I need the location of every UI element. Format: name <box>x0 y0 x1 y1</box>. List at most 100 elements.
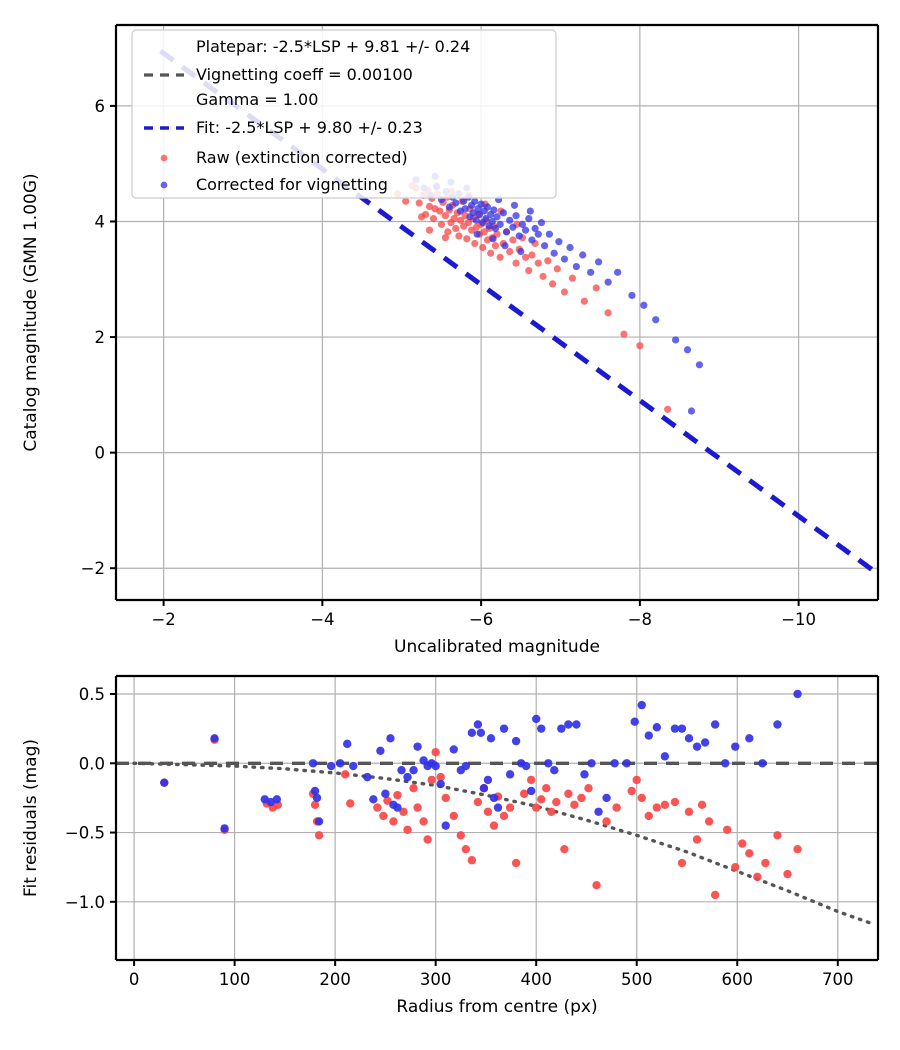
data-point <box>509 223 517 231</box>
data-point <box>511 858 521 868</box>
data-point <box>510 201 519 209</box>
data-point <box>532 714 541 724</box>
data-point <box>700 738 710 747</box>
data-point <box>692 835 702 844</box>
data-point <box>488 217 496 226</box>
data-point <box>560 288 569 296</box>
data-point <box>308 759 318 768</box>
data-point <box>272 795 282 804</box>
data-point <box>534 230 542 238</box>
data-point <box>537 795 546 804</box>
data-point <box>525 214 533 223</box>
data-point <box>383 796 392 805</box>
data-point <box>579 251 587 259</box>
data-point <box>622 759 631 768</box>
data-point <box>783 869 792 879</box>
data-point <box>761 858 770 868</box>
data-point <box>493 803 503 812</box>
data-point <box>463 235 471 243</box>
data-point <box>564 789 573 798</box>
data-point <box>511 736 521 746</box>
data-point <box>506 216 514 224</box>
data-point <box>210 734 219 743</box>
top-xaxis-label: Uncalibrated magnitude <box>394 637 600 657</box>
data-point <box>773 831 782 840</box>
data-point <box>413 742 422 751</box>
data-point <box>592 880 601 890</box>
data-point <box>491 224 500 233</box>
data-point <box>399 807 408 816</box>
data-point <box>450 214 458 223</box>
top-xtick-label: −2 <box>151 610 175 629</box>
data-point <box>444 228 452 236</box>
data-point <box>517 247 525 256</box>
data-point <box>552 797 561 807</box>
data-point <box>547 807 556 816</box>
data-point <box>452 224 460 233</box>
data-point <box>496 220 504 228</box>
data-point <box>684 734 694 743</box>
bottom-xtick-label: 300 <box>420 970 452 989</box>
data-point <box>509 236 517 244</box>
data-point <box>460 197 468 205</box>
data-point <box>738 839 747 848</box>
data-point <box>464 219 473 227</box>
data-point <box>697 800 707 810</box>
top-xtick-label: −10 <box>781 610 816 629</box>
data-point <box>471 197 479 205</box>
top-legend: Platepar: -2.5*LSP + 9.81 +/- 0.24 Vignet… <box>131 29 557 199</box>
data-point <box>397 766 406 775</box>
data-point <box>644 731 653 740</box>
data-point <box>550 766 559 775</box>
data-point <box>473 720 483 729</box>
bottom-xtick-label: 400 <box>520 970 552 989</box>
data-point <box>684 807 694 816</box>
bottom-xtick-label: 600 <box>722 970 754 989</box>
data-point <box>560 255 569 263</box>
data-point <box>381 789 390 798</box>
data-point <box>312 793 322 803</box>
bottom-xtick-label: 200 <box>319 970 351 989</box>
data-point <box>553 265 561 273</box>
data-point <box>449 745 458 754</box>
data-point <box>670 724 680 733</box>
data-point <box>476 728 486 737</box>
bottom-axes: 0 100 200 300 400 500 600 700 0.5 0.0 −0.5 −1.0 Radi… <box>21 674 880 1017</box>
data-point <box>521 226 530 234</box>
data-point <box>403 772 412 782</box>
data-point <box>773 720 782 729</box>
bottom-plot-background <box>116 676 878 960</box>
data-point <box>564 720 573 729</box>
data-point <box>326 761 336 771</box>
data-point <box>704 817 714 826</box>
data-point <box>402 197 410 205</box>
data-point <box>570 800 579 810</box>
data-point <box>683 346 692 354</box>
data-point <box>652 316 660 324</box>
data-point <box>518 220 527 228</box>
top-axes: −2 −4 −6 −8 −10 −2 0 2 4 6 Uncalibrated magnitude C… <box>21 23 880 657</box>
data-point <box>452 199 460 207</box>
data-point <box>614 268 622 276</box>
data-point <box>555 238 563 246</box>
data-point <box>664 405 672 413</box>
data-point <box>461 844 471 854</box>
data-point <box>461 205 469 213</box>
data-point <box>461 761 471 771</box>
data-point <box>341 770 350 779</box>
data-point <box>310 786 320 796</box>
data-point <box>758 759 767 768</box>
data-point <box>160 778 169 787</box>
data-point <box>489 235 497 243</box>
data-point <box>531 224 539 233</box>
bottom-ytick-label: 0.0 <box>79 754 105 773</box>
data-point <box>403 825 412 834</box>
top-ytick-label: 6 <box>95 97 106 116</box>
data-point <box>487 249 495 257</box>
data-point <box>602 817 611 826</box>
data-point <box>541 242 549 250</box>
data-point <box>314 817 324 826</box>
data-point <box>471 239 479 248</box>
data-point <box>528 251 536 259</box>
